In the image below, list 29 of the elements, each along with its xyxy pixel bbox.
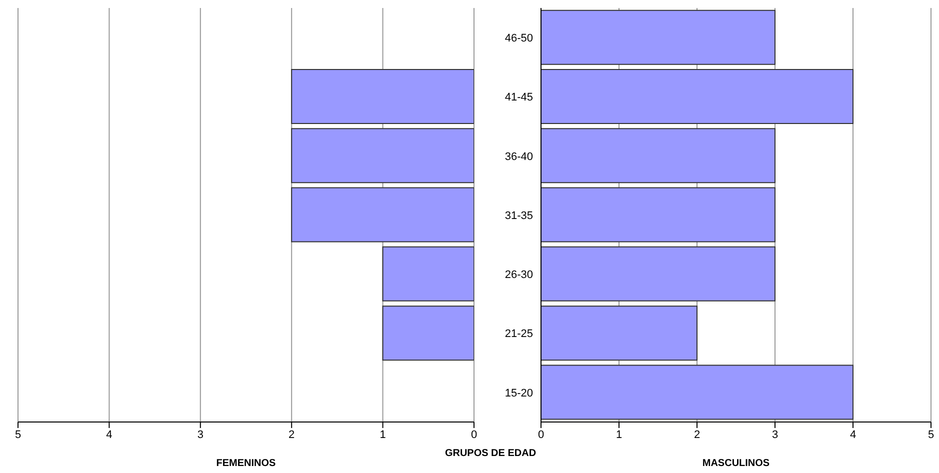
x-tick-label: 4: [850, 428, 856, 441]
bar: [541, 10, 776, 65]
bar: [541, 246, 776, 302]
bar: [541, 364, 854, 420]
x-tick-label: 1: [380, 428, 386, 441]
x-axis-title: FEMENINOS: [216, 458, 276, 469]
y-tick-label: 46-50: [504, 32, 533, 44]
x-tick-label: 2: [288, 428, 295, 441]
x-tick-label: 2: [694, 428, 700, 441]
x-tick-label: 4: [106, 428, 112, 441]
y-axis-title: GRUPOS DE EDAD: [444, 448, 538, 459]
x-tick-label: 5: [928, 428, 934, 441]
bar: [541, 187, 776, 242]
x-axis-title: MASCULINOS: [702, 458, 770, 469]
x-tick-label: 0: [538, 428, 544, 441]
y-tick-label: 15-20: [504, 387, 533, 400]
y-tick-label: 36-40: [504, 150, 533, 163]
y-tick-label: 26-30: [504, 269, 533, 282]
y-tick-label: 31-35: [504, 210, 533, 222]
x-tick-label: 5: [14, 428, 22, 441]
y-tick-label: 21-25: [504, 328, 533, 340]
x-tick-label: 3: [772, 428, 778, 441]
y-tick-label: 41-45: [504, 92, 533, 104]
x-tick-label: 0: [470, 428, 478, 441]
bar: [541, 128, 776, 184]
x-tick-label: 3: [197, 428, 204, 441]
x-tick-label: 1: [616, 428, 622, 441]
bar: [541, 69, 854, 124]
bar: [541, 306, 698, 361]
